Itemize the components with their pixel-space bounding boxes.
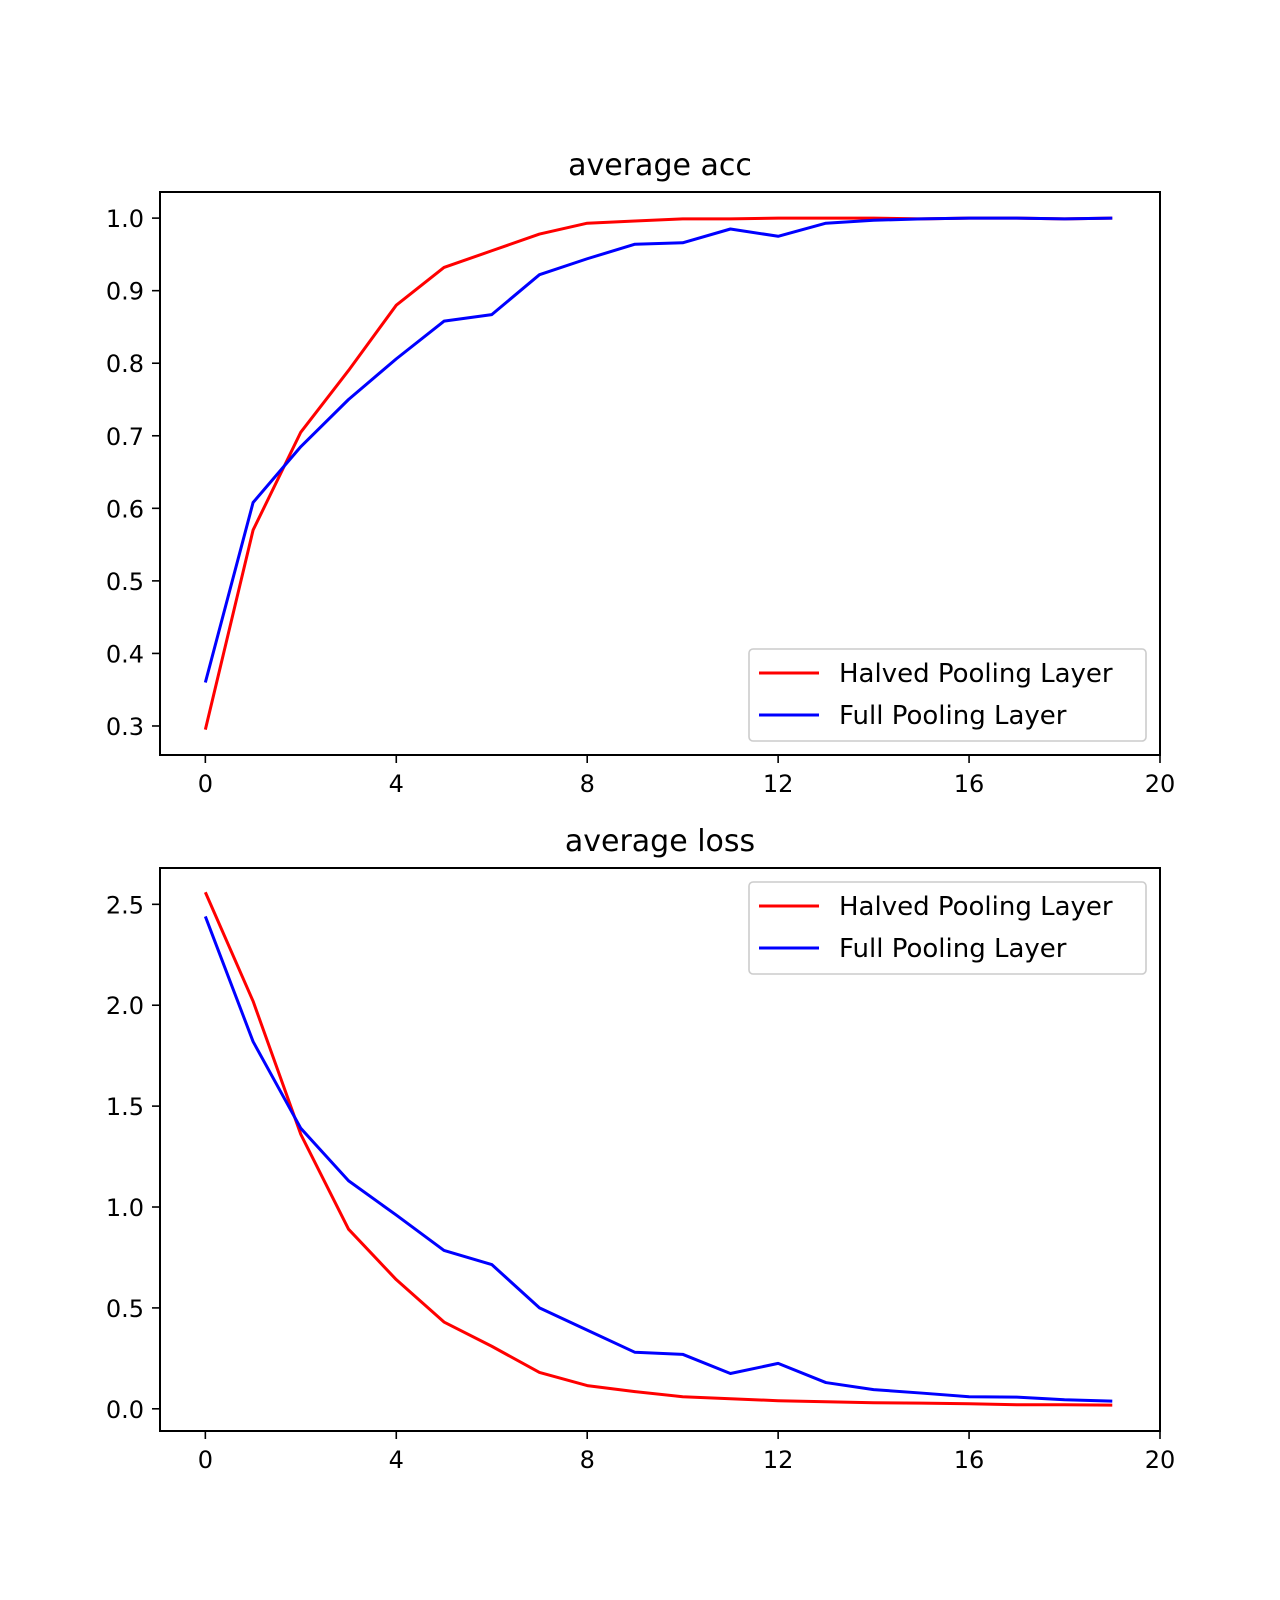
chart-1-xtick-label-1: 4 — [389, 1446, 404, 1474]
chart-0-xtick-label-3: 12 — [763, 770, 794, 798]
chart-1-ytick-label-3: 1.5 — [106, 1093, 144, 1121]
chart-0-axes-frame — [159, 191, 1161, 756]
chart-0-xtick-label-0: 0 — [198, 770, 213, 798]
chart-0-xtick-label-5: 20 — [1145, 770, 1176, 798]
chart-0-title: average acc — [568, 148, 752, 183]
chart-0-ytick-label-6: 0.9 — [106, 278, 144, 306]
chart-0-ytick-label-3: 0.6 — [106, 495, 144, 523]
chart-1: average loss 0 4 8 12 16 20 0.0 0.5 1.0 1.5 2.0 2.5 H… — [106, 824, 1175, 1474]
chart-1-series-0-line — [203, 891, 1113, 1407]
chart-0-ytick-label-1: 0.4 — [106, 640, 144, 668]
chart-1-ytick-label-5: 2.5 — [106, 891, 144, 919]
chart-1-ytick-label-2: 1.0 — [106, 1194, 144, 1222]
chart-0-ytick-label-2: 0.5 — [106, 568, 144, 596]
chart-1-xtick-label-0: 0 — [198, 1446, 213, 1474]
chart-0-ytick-label-7: 1.0 — [106, 205, 144, 233]
chart-0-legend-label-1: Full Pooling Layer — [839, 701, 1067, 731]
chart-1-axes-frame — [159, 867, 1161, 1432]
chart-0-ytick-label-5: 0.8 — [106, 350, 144, 378]
chart-0: average acc 0 4 8 12 16 20 0.3 0.4 0.5 0.6 0.7 0.8 0.… — [106, 148, 1175, 798]
chart-1-legend: Halved Pooling Layer Full Pooling Layer — [748, 881, 1147, 975]
chart-1-legend-box — [748, 881, 1147, 975]
chart-0-xtick-label-1: 4 — [389, 770, 404, 798]
chart-1-xtick-label-3: 12 — [763, 1446, 794, 1474]
chart-1-xtick-label-2: 8 — [580, 1446, 595, 1474]
chart-0-ytick-label-4: 0.7 — [106, 423, 144, 451]
chart-1-title: average loss — [565, 824, 755, 859]
chart-0-ytick-label-0: 0.3 — [106, 713, 144, 741]
chart-0-xtick-label-4: 16 — [954, 770, 985, 798]
chart-1-xtick-label-4: 16 — [954, 1446, 985, 1474]
chart-1-legend-label-0: Halved Pooling Layer — [839, 892, 1113, 922]
chart-0-xtick-label-2: 8 — [580, 770, 595, 798]
chart-1-ytick-label-0: 0.0 — [106, 1396, 144, 1424]
chart-0-legend-label-0: Halved Pooling Layer — [839, 659, 1113, 689]
chart-1-xtick-label-5: 20 — [1145, 1446, 1176, 1474]
chart-1-ytick-label-4: 2.0 — [106, 992, 144, 1020]
chart-0-legend-box — [748, 648, 1147, 742]
chart-0-legend: Halved Pooling Layer Full Pooling Layer — [748, 648, 1147, 742]
chart-1-ytick-label-1: 0.5 — [106, 1295, 144, 1323]
chart-0-series-1-line — [203, 216, 1113, 683]
chart-1-legend-label-1: Full Pooling Layer — [839, 934, 1067, 964]
chart-1-series-1-line — [203, 915, 1113, 1403]
